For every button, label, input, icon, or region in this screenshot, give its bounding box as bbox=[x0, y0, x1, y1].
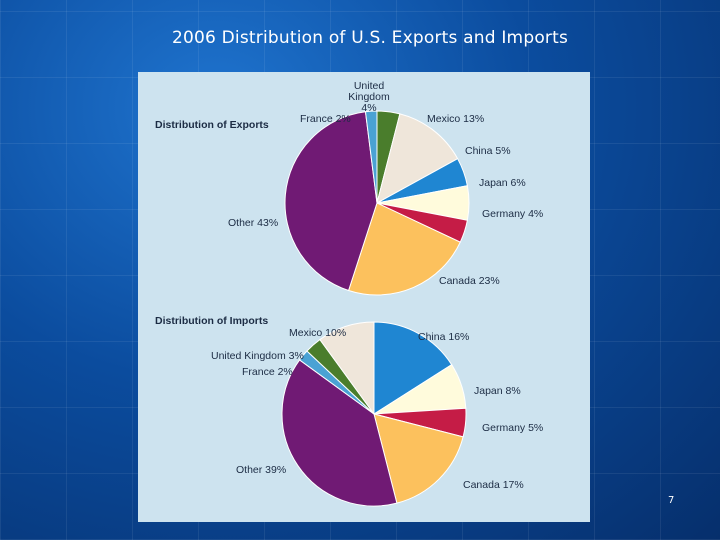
exports-label-germany: Germany 4% bbox=[482, 208, 543, 220]
exports-slice-canada bbox=[347, 202, 461, 296]
exports-slice-mexico bbox=[376, 113, 459, 204]
imports-label-china: China 16% bbox=[418, 331, 469, 343]
exports-label-united-kingdom: United Kingdom 4% bbox=[348, 80, 390, 114]
imports-slice-china bbox=[373, 321, 453, 415]
exports-label-canada: Canada 23% bbox=[439, 275, 500, 287]
exports-label-other: Other 43% bbox=[228, 217, 278, 229]
exports-label-japan: Japan 6% bbox=[479, 177, 526, 189]
imports-label-germany: Germany 5% bbox=[482, 422, 543, 434]
page-number: 7 bbox=[668, 495, 675, 506]
imports-slice-other bbox=[281, 359, 398, 507]
imports-label-united-kingdom: United Kingdom 3% bbox=[211, 350, 304, 362]
imports-label-canada: Canada 17% bbox=[463, 479, 524, 491]
imports-slice-mexico bbox=[319, 321, 375, 416]
exports-pie-title: Distribution of Exports bbox=[155, 119, 269, 131]
exports-label-france: France 2% bbox=[300, 113, 351, 125]
exports-label-china: China 5% bbox=[465, 145, 511, 157]
imports-label-france: France 2% bbox=[242, 366, 293, 378]
pie-charts-svg: Distribution of Exports United Kingdom 4% Me… bbox=[155, 80, 543, 507]
exports-slice-france bbox=[364, 110, 378, 204]
imports-slice-canada bbox=[373, 413, 464, 504]
slide-title: 2006 Distribution of U.S. Exports and Im… bbox=[171, 28, 569, 48]
imports-label-other: Other 39% bbox=[236, 464, 286, 476]
exports-slice-other bbox=[284, 111, 378, 292]
imports-pie bbox=[281, 321, 467, 507]
imports-label-mexico: Mexico 10% bbox=[289, 327, 346, 339]
exports-label-mexico: Mexico 13% bbox=[427, 113, 484, 125]
pie-charts-panel: Distribution of Exports United Kingdom 4% Me… bbox=[138, 72, 590, 522]
exports-pie bbox=[284, 110, 470, 296]
imports-label-japan: Japan 8% bbox=[474, 385, 521, 397]
imports-pie-title: Distribution of Imports bbox=[155, 315, 268, 327]
